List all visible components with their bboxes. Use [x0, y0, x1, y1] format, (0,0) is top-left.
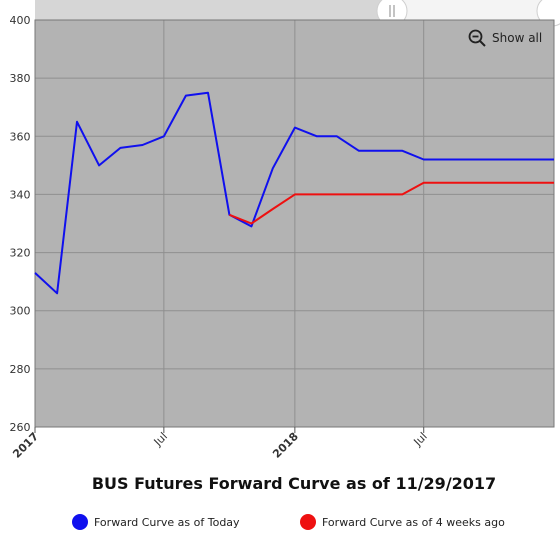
x-axis: 2017 Jul 2018 Jul	[10, 427, 430, 461]
series-line	[34, 91, 554, 295]
legend-marker-4-weeks-ago	[300, 514, 316, 530]
chart-title: BUS Futures Forward Curve as of 11/29/20…	[91, 474, 497, 493]
y-tick-label: 380	[10, 72, 31, 85]
y-tick-label: 280	[10, 363, 31, 376]
legend-label-today: Forward Curve as of Today	[94, 515, 240, 529]
series-group	[34, 91, 554, 295]
y-tick-label: 300	[10, 305, 31, 318]
grid-lines	[34, 19, 555, 428]
x-tick-label: Jul	[411, 430, 430, 449]
x-tick-label: 2017	[10, 430, 41, 461]
legend: Forward Curve as of Today Forward Curve …	[0, 514, 560, 534]
legend-item-4-weeks-ago[interactable]: Forward Curve as of 4 weeks ago	[300, 514, 505, 530]
y-axis: 260 280 300 320 340 360 380 400	[10, 14, 31, 434]
y-tick-label: 320	[10, 247, 31, 260]
y-tick-label: 260	[10, 421, 31, 434]
forward-curve-chart: 260 280 300 320 340 360 380 400 2017 Jul 2018 Jul	[10, 0, 560, 461]
x-tick-label: 2018	[270, 430, 301, 461]
series-line	[229, 181, 554, 225]
y-tick-label: 340	[10, 188, 31, 201]
legend-label-4-weeks-ago: Forward Curve as of 4 weeks ago	[322, 515, 505, 529]
show-all-button[interactable]: Show all	[468, 29, 542, 47]
x-tick-label: Jul	[151, 430, 170, 449]
y-tick-label: 360	[10, 130, 31, 143]
navigator-selection[interactable]	[392, 0, 554, 20]
legend-marker-today	[72, 514, 88, 530]
zoom-out-icon	[468, 29, 486, 47]
series-0	[34, 91, 554, 295]
legend-item-today[interactable]: Forward Curve as of Today	[72, 514, 240, 530]
series-1	[229, 181, 554, 225]
show-all-label: Show all	[492, 31, 543, 45]
y-tick-label: 400	[10, 14, 31, 27]
